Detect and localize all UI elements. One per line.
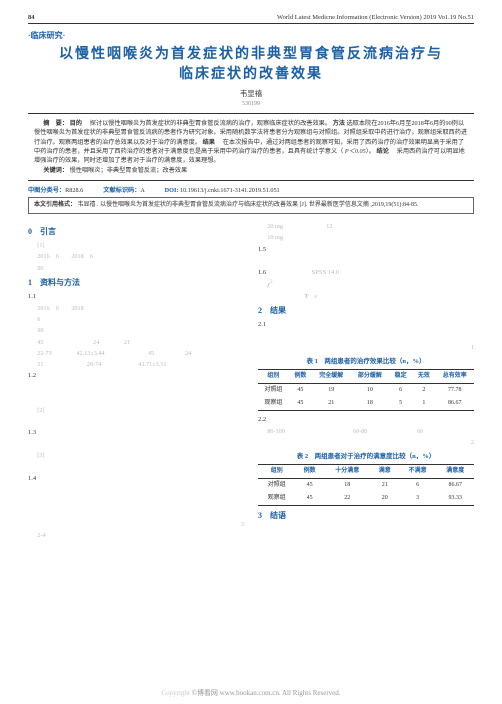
affiliation-code: 530199	[28, 101, 474, 107]
section-0-heading: 0 引言	[28, 226, 244, 238]
table-1: 组别 例数 完全缓解 部分缓解 稳定 无效 总有效率 对照组 45 19 10 …	[258, 369, 474, 411]
citation-text: 韦显禧 . 以慢性咽喉炎为首发症状的非典型胃食管反流病治疗与临床症状的改善效果 …	[78, 202, 419, 208]
para-0a: [1]	[28, 241, 244, 250]
subhead-2-1: 2.1	[258, 320, 474, 330]
conclusion-label: 结论	[377, 148, 389, 155]
table-row: 对照组 45 19 10 6 2 77.78	[258, 384, 474, 398]
section-1-heading: 1 资料与方法	[28, 277, 244, 289]
section-3-heading: 3 结语	[258, 510, 474, 522]
para-14a: 2-4	[28, 531, 244, 540]
doc-value: A	[140, 187, 144, 194]
t2-h2: 十分满意	[324, 465, 371, 479]
para-11c: 90	[28, 326, 244, 335]
copyright-word: Copyright	[161, 689, 189, 697]
page-number: 84	[28, 14, 35, 21]
para-14c: 10 mg	[258, 233, 474, 242]
citation-label: 本文引用格式：	[34, 202, 76, 208]
section-2-heading: 2 结果	[258, 305, 474, 317]
title-line-1: 以慢性咽喉炎为首发症状的非典型胃食管反流病治疗与	[28, 45, 474, 65]
table-2-caption: 表 2 两组患者对于治疗的满意度比较（n，%）	[258, 452, 474, 462]
article-title: 以慢性咽喉炎为首发症状的非典型胃食管反流病治疗与 临床症状的改善效果	[28, 45, 474, 84]
table-1-caption: 表 1 两组患者的治疗效果比较（n，%）	[258, 357, 474, 367]
doi-label: DOI:	[165, 187, 179, 194]
table-row: 观察组 45 21 18 5 1 86.67	[258, 397, 474, 411]
t1-h5: 无效	[412, 370, 435, 384]
t2-h5: 满意度	[436, 465, 474, 479]
para-11b: 6	[28, 315, 244, 324]
body-columns: 0 引言 [1] 2016 6 2018 6 90 1 资料与方法 1.1 20…	[28, 222, 474, 540]
subhead-1-1: 1.1	[28, 292, 244, 302]
keywords-text: 慢性咽喉炎；非典型胃食管反流；改善效果	[70, 167, 188, 174]
t2-h0: 组别	[258, 465, 296, 479]
para-0b: 2016 6 2018 6	[28, 252, 244, 261]
t1-h4: 稳定	[389, 370, 412, 384]
para-14b: 20 mg 12	[258, 222, 474, 231]
abstract-label: 摘 要：	[43, 120, 68, 127]
footer: Copyright ©博看网 www.bookan.com.cn. All Ri…	[0, 688, 502, 698]
subhead-1-6: 1.6 SPSS 14.0	[258, 268, 474, 278]
table-ref-2: 2	[258, 438, 474, 447]
t2-h1: 例数	[296, 465, 324, 479]
t1-h6: 总有效率	[435, 370, 474, 384]
p-note: P＜0.05	[345, 148, 366, 155]
para-16b: χ2	[258, 279, 474, 289]
t1-h3: 部分缓解	[351, 370, 390, 384]
table-row: 对照组 45 18 21 6 86.67	[258, 479, 474, 493]
para-11f: 21 20-74 41.71±3.51	[28, 360, 244, 369]
doi-value: 10.19613/j.cnki.1671-3141.2019.51.051	[180, 187, 280, 194]
section-label: 临床研究	[28, 30, 474, 41]
t2-h4: 不满意	[399, 465, 437, 479]
subhead-1-2: 1.2	[28, 371, 244, 381]
subhead-1-5: 1.5	[258, 245, 474, 255]
class-label: 中图分类号：	[28, 187, 65, 194]
t1-h0: 组别	[258, 370, 289, 384]
subhead-1-3: 1.3	[28, 428, 244, 438]
objective-text: 探讨以慢性咽喉炎为首发症状的非典型胃食管反流病的治疗，观察临床症状的改善效果。	[84, 120, 332, 127]
para-11e: 22-73 42.13±3.44 45 24	[28, 349, 244, 358]
abstract-box: 摘 要： 目的 探讨以慢性咽喉炎为首发症状的非典型胃食管反流病的治疗，观察临床症…	[28, 113, 474, 181]
results-label: 结果	[203, 139, 215, 146]
t1-h2: 完全缓解	[312, 370, 351, 384]
running-head: 84 World Latest Medicne Information (Ele…	[28, 14, 474, 24]
citation-box: 本文引用格式： 韦显禧 . 以慢性咽喉炎为首发症状的非典型胃食管反流病治疗与临床…	[28, 197, 474, 214]
t2-h3: 满意	[371, 465, 399, 479]
para-16c: T s	[258, 292, 474, 301]
table-row: 观察组 45 22 20 3 93.33	[258, 492, 474, 506]
t1-h1: 例数	[289, 370, 312, 384]
table-2-block: 表 2 两组患者对于治疗的满意度比较（n，%） 组别 例数 十分满意 满意 不满…	[258, 452, 474, 506]
subhead-2-2: 2.2	[258, 415, 474, 425]
para-12b: 80-100 60-80 60	[258, 427, 474, 436]
para-13a: [3]	[28, 451, 244, 460]
para-tail: 3	[28, 520, 244, 529]
para-11d: 45 24 21	[28, 338, 244, 347]
objective-label: 目的	[70, 120, 82, 127]
meta-row: 中图分类号：R828.6 文献标识码：A DOI: 10.19613/j.cnk…	[28, 185, 474, 194]
para-11a: 2016 6 2018	[28, 304, 244, 313]
doc-label: 文献标识码：	[103, 187, 140, 194]
methods-label: 方法	[333, 120, 345, 127]
author: 韦显禧	[28, 88, 474, 99]
title-line-2: 临床症状的改善效果	[28, 65, 474, 85]
copyright-site: ©博看网 www.bookan.com.cn. All Rights Reser…	[192, 689, 341, 697]
journal-title: World Latest Medicne Information (Electr…	[277, 14, 474, 21]
subhead-1-4: 1.4	[28, 474, 244, 484]
para-12a: [2]	[28, 406, 244, 415]
table-ref-1: 1	[258, 343, 474, 352]
table-1-block: 表 1 两组患者的治疗效果比较（n，%） 组别 例数 完全缓解 部分缓解 稳定 …	[258, 357, 474, 411]
table-2: 组别 例数 十分满意 满意 不满意 满意度 对照组 45 18 21 6 86.…	[258, 464, 474, 506]
para-0c: 90	[28, 264, 244, 273]
class-value: R828.6	[65, 187, 83, 194]
keywords-label: 关键词：	[43, 167, 68, 174]
